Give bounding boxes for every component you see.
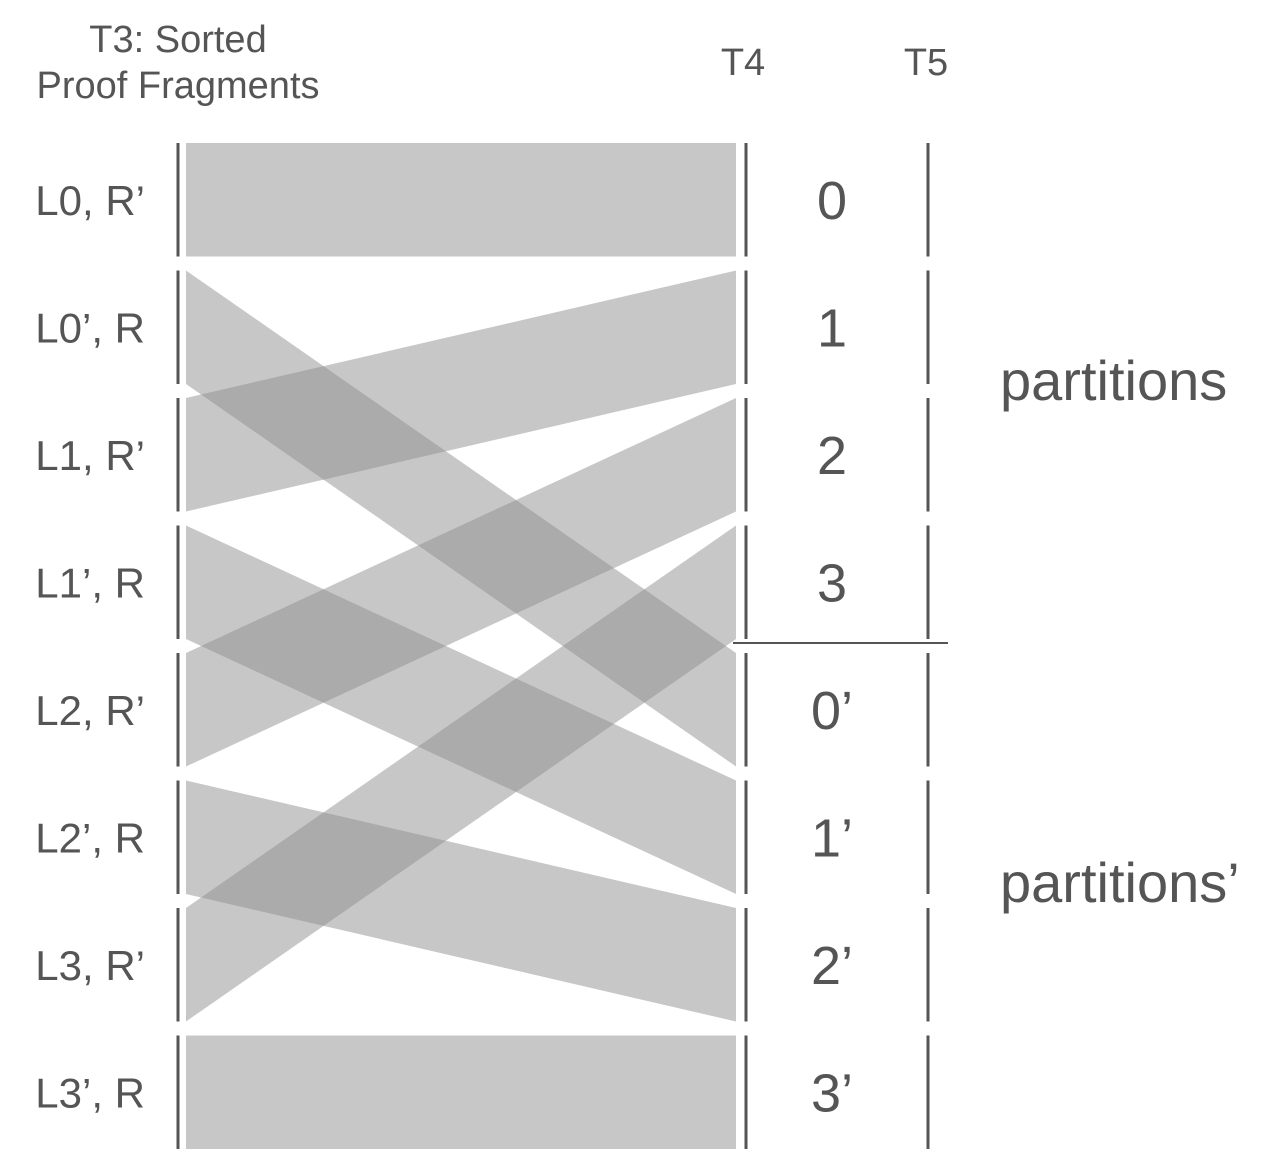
partition-number: 1’	[811, 808, 853, 868]
mapping-band	[186, 143, 736, 257]
mapping-band	[186, 1035, 736, 1149]
partition-number: 2’	[811, 936, 853, 996]
t5-header: T5	[904, 42, 948, 84]
mapping-band	[186, 525, 736, 1022]
row-label: L1, R’	[35, 432, 145, 479]
row-labels: L0, R’ L0’, R L1, R’ L1’, R L2, R’ L2’, R L3, …	[35, 177, 145, 1117]
row-label: L0’, R	[35, 304, 145, 351]
partition-number: 2	[817, 426, 847, 486]
partition-number: 1	[817, 298, 847, 358]
segment-markers	[176, 143, 930, 1149]
mapping-band	[186, 398, 736, 767]
t4-header: T4	[721, 42, 765, 84]
t3-header-line1: T3: Sorted	[89, 19, 266, 61]
t3-header-line2: Proof Fragments	[37, 65, 320, 107]
row-label: L1’, R	[35, 559, 145, 606]
row-label: L3, R’	[35, 942, 145, 989]
partitions-label: partitions	[1000, 349, 1227, 412]
mapping-band	[186, 270, 736, 512]
row-label: L0, R’	[35, 177, 145, 224]
partition-labels: 0 1 2 3 0’ 1’ 2’ 3’	[811, 171, 853, 1124]
partition-number: 0	[817, 171, 847, 231]
mapping-bands	[186, 143, 736, 1149]
partitions-prime-label: partitions’	[1000, 851, 1240, 914]
partition-number: 3	[817, 553, 847, 613]
partition-number: 3’	[811, 1063, 853, 1123]
row-label: L3’, R	[35, 1069, 145, 1116]
row-label: L2, R’	[35, 687, 145, 734]
row-label: L2’, R	[35, 814, 145, 861]
partition-number: 0’	[811, 681, 853, 741]
